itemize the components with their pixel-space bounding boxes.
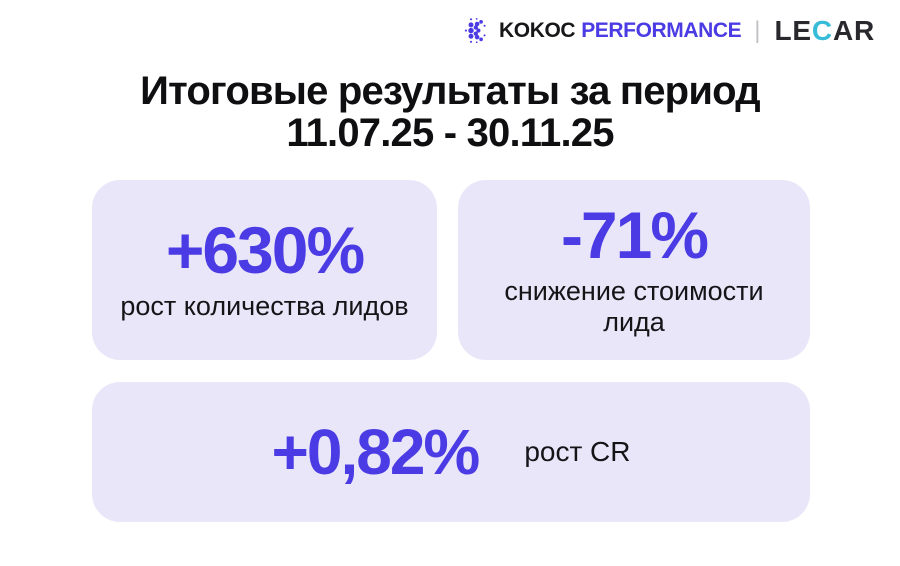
lecar-logo-post: AR: [832, 15, 875, 46]
lecar-logo: LECAR: [775, 15, 875, 47]
lecar-logo-c: C: [811, 15, 833, 46]
stat-value-cr-growth: +0,82%: [271, 416, 480, 488]
stat-value-lead-cost: -71%: [560, 197, 709, 272]
stat-card-cr-growth: +0,82% рост CR: [92, 382, 810, 522]
stat-value-leads-growth: +630%: [165, 213, 365, 288]
stat-label-leads-growth: рост количества лидов: [120, 291, 409, 322]
page-title-line1: Итоговые результаты за период: [140, 69, 760, 113]
kokoc-performance-logo: KOKOC PERFORMANCE: [499, 19, 742, 43]
lecar-logo-pre: LE: [774, 15, 812, 46]
stat-label-cr-growth: рост CR: [524, 435, 631, 467]
page-title: Итоговые результаты за период 11.07.25 -…: [0, 70, 900, 154]
logo-separator: |: [754, 17, 761, 44]
page-title-line2: 11.07.25 - 30.11.25: [286, 111, 614, 155]
stat-card-lead-cost: -71% снижение стоимости лида: [458, 180, 810, 360]
kokoc-logo-product: PERFORMANCE: [581, 19, 742, 42]
stat-cards: +630% рост количества лидов -71% снижени…: [92, 180, 810, 522]
brand-bar: KOKOC PERFORMANCE | LECAR: [464, 14, 875, 48]
kokoc-logo-name: KOKOC: [499, 19, 576, 42]
kokoc-dots-k-icon: [464, 18, 486, 44]
stat-card-leads-growth: +630% рост количества лидов: [92, 180, 437, 360]
stat-label-lead-cost: снижение стоимости лида: [504, 275, 764, 337]
